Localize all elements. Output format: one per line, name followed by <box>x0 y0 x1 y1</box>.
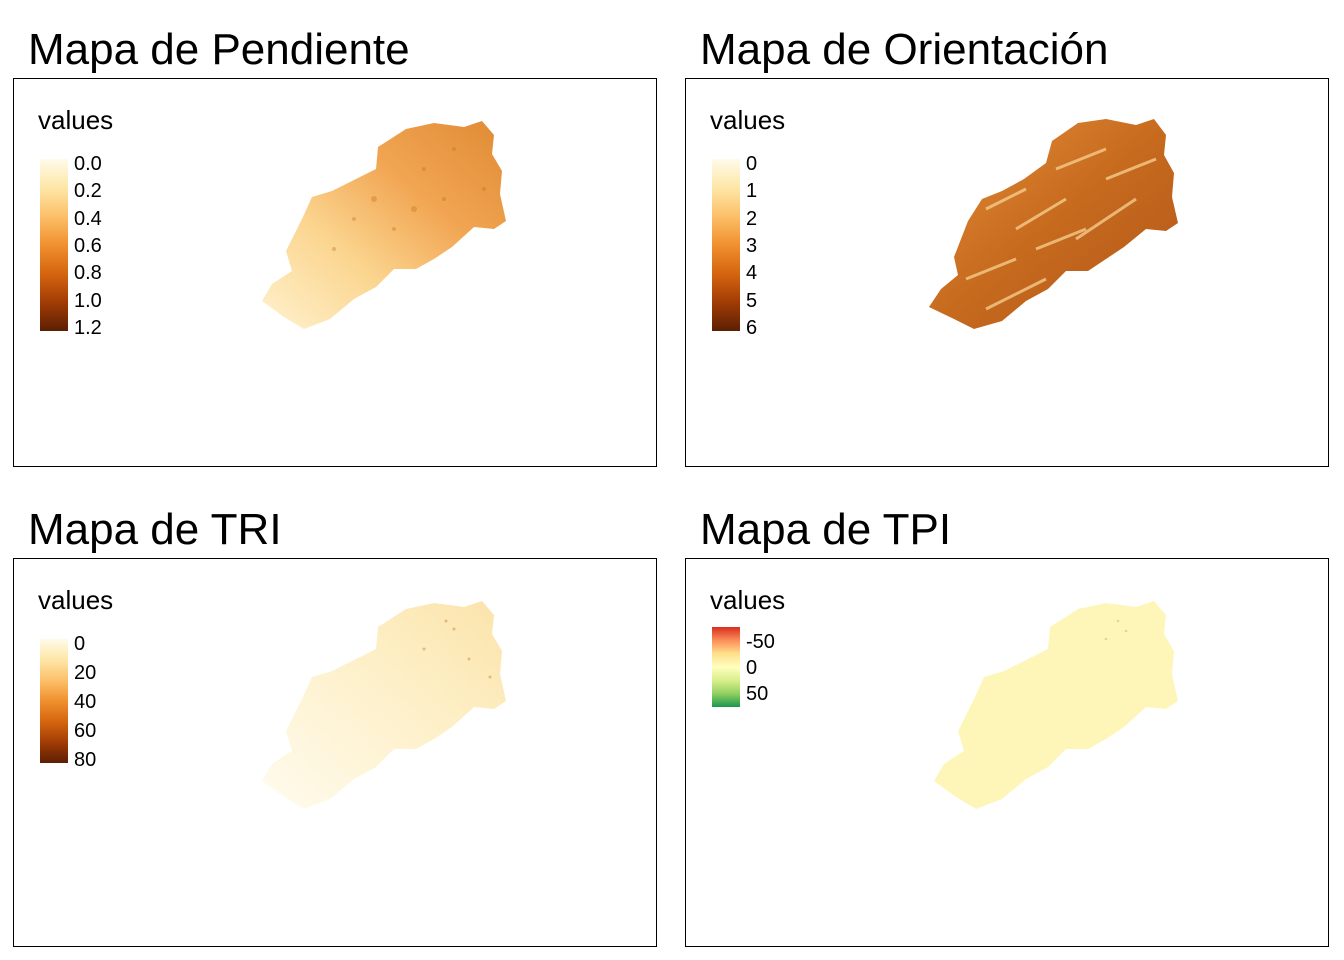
legend-label: 80 <box>74 749 97 771</box>
legend-label: 1.0 <box>74 289 102 312</box>
map-frame-tpi: values -50 0 50 <box>685 558 1329 947</box>
watershed-shape <box>262 121 506 329</box>
watershed-shape <box>929 119 1178 329</box>
legend-label: 1.2 <box>74 317 102 339</box>
texture <box>332 147 486 251</box>
legend-title: values <box>710 585 786 615</box>
legend-label: 0 <box>746 657 758 679</box>
legend-title: values <box>38 105 114 135</box>
legend-label: 0.2 <box>74 180 102 203</box>
legend-colorbar <box>712 159 740 331</box>
legend-label: 40 <box>74 691 97 713</box>
legend-label: 50 <box>746 683 769 705</box>
legend-colorbar <box>40 639 68 763</box>
legend-label: 20 <box>74 662 97 684</box>
legend-label: 0 <box>746 153 758 175</box>
watershed-shape <box>934 601 1178 809</box>
legend-label: -50 <box>746 631 775 653</box>
panel-title-orientacion: Mapa de Orientación <box>700 25 1109 74</box>
tri-raster <box>262 601 506 809</box>
legend-colorbar <box>712 627 740 707</box>
panel-title-tri: Mapa de TRI <box>28 505 282 554</box>
legend-label: 1 <box>746 180 758 203</box>
texture <box>422 619 492 679</box>
ridges <box>965 147 1157 311</box>
legend-label: 3 <box>746 235 758 257</box>
panel-title-pendiente: Mapa de Pendiente <box>28 25 410 74</box>
legend-label: 6 <box>746 317 758 339</box>
legend-label: 0.6 <box>74 235 102 257</box>
map-frame-orientacion: values 0 1 2 3 4 5 6 <box>685 78 1329 467</box>
legend-colorbar <box>40 159 68 331</box>
legend-label: 2 <box>746 207 758 230</box>
texture <box>1104 619 1128 641</box>
legend-title: values <box>38 585 114 615</box>
legend-label: 5 <box>746 289 758 312</box>
panel-title-tpi: Mapa de TPI <box>700 505 952 554</box>
legend-label: 0.8 <box>74 262 102 285</box>
map-frame-pendiente: values 0.0 0.2 0.4 0.6 0.8 1.0 1.2 <box>13 78 657 467</box>
legend-label: 0.4 <box>74 207 102 230</box>
legend-label: 0.0 <box>74 153 102 175</box>
orientacion-raster <box>929 119 1178 329</box>
pendiente-raster <box>262 121 506 329</box>
legend-title: values <box>710 105 786 135</box>
map-frame-tri: values 0 20 40 60 80 <box>13 558 657 947</box>
legend-label: 60 <box>74 720 97 742</box>
tpi-raster <box>934 601 1178 809</box>
legend-label: 0 <box>74 633 86 655</box>
legend-label: 4 <box>746 262 758 285</box>
watershed-shape <box>262 601 506 809</box>
